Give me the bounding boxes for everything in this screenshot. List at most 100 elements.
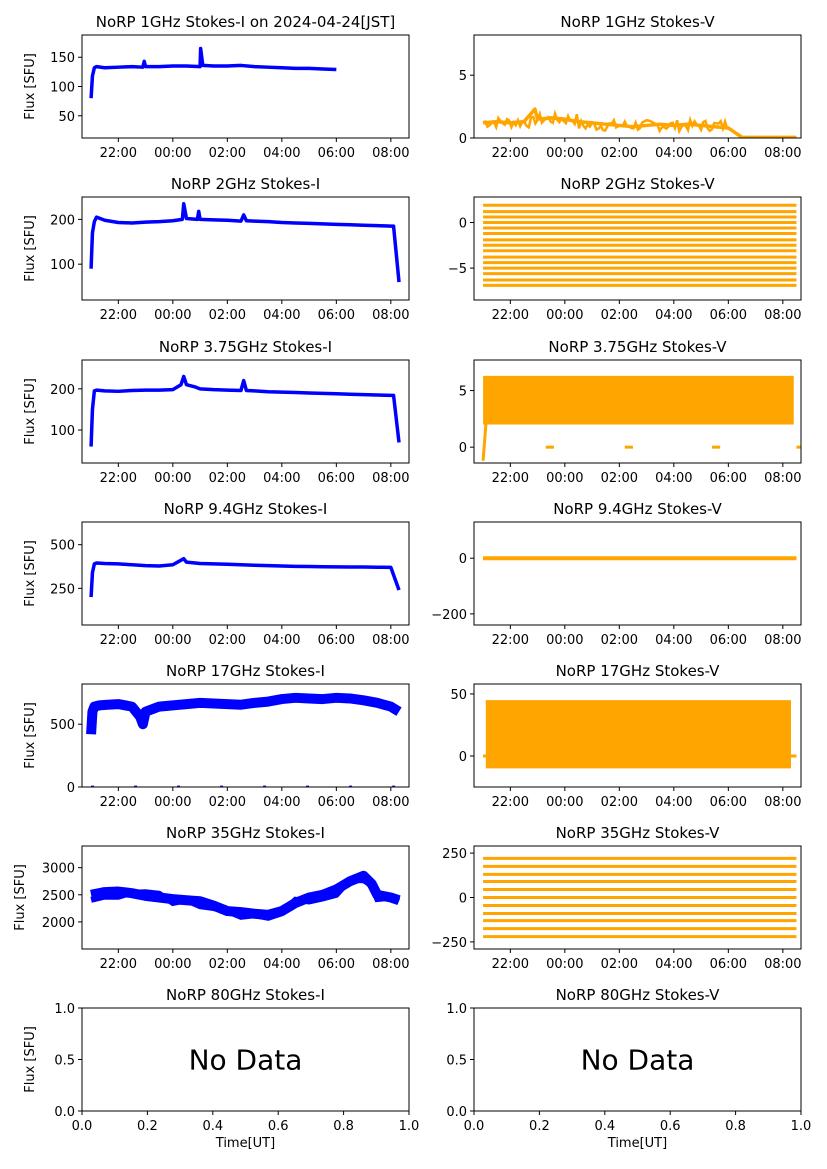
y-tick-label: 0 [459, 892, 467, 907]
x-tick-label: 22:00 [100, 471, 137, 486]
x-tick-label: 02:00 [209, 146, 246, 161]
panel-80-V: 0.0 0.2 0.4 0.6 0.8 1.0 0.0 0.5 1.0 NoRP 80GHz St… [446, 986, 811, 1151]
panel-35-V: 22:00 00:00 02:00 04:00 06:00 08:00 −250 0 250 No… [431, 824, 801, 972]
panel-3.75-I: 22:00 00:00 02:00 04:00 06:00 08:00 100 200 NoRP… [23, 338, 410, 486]
noise-trace [90, 876, 401, 921]
x-tick-label: 04:00 [655, 957, 692, 972]
y-tick-label: 500 [50, 718, 75, 733]
x-tick-label: 06:00 [710, 146, 747, 161]
x-tick-label: 22:00 [492, 471, 529, 486]
y-tick-label: 150 [50, 51, 75, 66]
panel-title: NoRP 1GHz Stokes-V [560, 13, 715, 31]
series-line [89, 374, 401, 447]
y-tick-label: 200 [50, 213, 75, 228]
x-tick-label: 0.4 [202, 1119, 223, 1134]
x-tick-label: 04:00 [263, 633, 300, 648]
plot-area [89, 556, 401, 598]
x-tick-label: 22:00 [100, 957, 137, 972]
panel-17-I: 22:00 00:00 02:00 04:00 06:00 08:00 0 500 NoRP 1… [23, 662, 410, 810]
plot-area [89, 46, 337, 99]
x-tick-label: 0.0 [464, 1119, 485, 1134]
x-tick-label: 00:00 [546, 957, 583, 972]
x-tick-label: 08:00 [764, 633, 801, 648]
y-axis-label: Flux [SFU] [13, 864, 28, 931]
y-tick-label: 5 [459, 69, 467, 84]
y-tick-label: 5 [459, 385, 467, 400]
x-tick-label: 06:00 [710, 795, 747, 810]
x-tick-label: 06:00 [318, 308, 355, 323]
no-data-annotation: No Data [581, 1044, 695, 1077]
panel-title: NoRP 17GHz Stokes-V [556, 662, 721, 680]
y-tick-label: −200 [431, 608, 467, 623]
x-tick-label: 02:00 [601, 957, 638, 972]
plot-area [86, 692, 405, 787]
plot-area [483, 203, 797, 287]
x-tick-label: 08:00 [764, 795, 801, 810]
x-tick-label: 06:00 [318, 957, 355, 972]
panel-title: NoRP 2GHz Stokes-I [171, 175, 320, 193]
x-tick-label: 04:00 [655, 795, 692, 810]
x-tick-label: 06:00 [710, 308, 747, 323]
x-tick-label: 04:00 [655, 146, 692, 161]
panel-2-I: 22:00 00:00 02:00 04:00 06:00 08:00 100 200 NoRP… [23, 175, 410, 323]
x-tick-label: 02:00 [209, 308, 246, 323]
x-tick-label: 0.2 [137, 1119, 158, 1134]
y-tick-label: 0.5 [446, 1054, 467, 1069]
panel-title: NoRP 2GHz Stokes-V [560, 175, 715, 193]
y-tick-label: 250 [442, 847, 467, 862]
y-axis-label: Flux [SFU] [23, 378, 38, 445]
plot-area [483, 856, 797, 939]
axes-frame [473, 521, 802, 626]
panel-title: NoRP 80GHz Stokes-I [166, 986, 325, 1004]
y-axis-label: Flux [SFU] [23, 215, 38, 282]
x-tick-label: 06:00 [318, 795, 355, 810]
x-tick-label: 22:00 [492, 795, 529, 810]
x-tick-label: 04:00 [263, 308, 300, 323]
x-tick-label: 00:00 [546, 633, 583, 648]
panel-title: NoRP 17GHz Stokes-I [166, 662, 325, 680]
x-tick-label: 06:00 [710, 471, 747, 486]
x-tick-label: 00:00 [154, 146, 191, 161]
x-tick-label: 02:00 [601, 795, 638, 810]
plot-area [483, 700, 797, 769]
x-tick-label: 04:00 [263, 957, 300, 972]
y-axis-label: Flux [SFU] [23, 702, 38, 769]
x-tick-label: 04:00 [655, 633, 692, 648]
onset-mark [481, 407, 489, 461]
panel-3.75-V: 22:00 00:00 02:00 04:00 06:00 08:00 0 5 NoRP 3.7… [459, 338, 802, 486]
noise-band [485, 700, 792, 769]
axes-frame [81, 683, 410, 788]
x-tick-label: 02:00 [601, 471, 638, 486]
no-data-annotation: No Data [189, 1044, 303, 1077]
panel-9.4-V: 22:00 00:00 02:00 04:00 06:00 08:00 −200 0 NoRP … [431, 500, 801, 648]
y-tick-label: 1.0 [54, 1002, 75, 1017]
x-tick-label: 06:00 [318, 471, 355, 486]
y-tick-label: −5 [448, 262, 467, 277]
y-tick-label: 0 [459, 217, 467, 232]
panel-9.4-I: 22:00 00:00 02:00 04:00 06:00 08:00 250 500 NoRP… [23, 500, 410, 648]
x-tick-label: 22:00 [100, 146, 137, 161]
noise-band [483, 375, 794, 425]
y-tick-label: 0.0 [54, 1105, 75, 1120]
panel-80-I: 0.0 0.2 0.4 0.6 0.8 1.0 0.0 0.5 1.0 NoRP 80GHz St… [23, 986, 419, 1151]
x-tick-label: 04:00 [263, 795, 300, 810]
plot-area [481, 375, 801, 461]
x-tick-label: 0.8 [333, 1119, 354, 1134]
x-tick-label: 02:00 [209, 957, 246, 972]
x-tick-label: 08:00 [372, 633, 409, 648]
x-tick-label: 04:00 [263, 471, 300, 486]
axes-frame [473, 34, 802, 139]
axes-frame [81, 521, 410, 626]
x-tick-label: 06:00 [318, 633, 355, 648]
x-tick-label: 22:00 [100, 633, 137, 648]
y-tick-label: 0 [459, 552, 467, 567]
y-tick-label: 200 [50, 383, 75, 398]
x-tick-label: 00:00 [546, 795, 583, 810]
axes-frame [81, 34, 410, 139]
x-tick-label: 02:00 [209, 471, 246, 486]
x-tick-label: 08:00 [372, 795, 409, 810]
x-tick-label: 02:00 [601, 146, 638, 161]
x-tick-label: 0.2 [529, 1119, 550, 1134]
x-tick-label: 00:00 [154, 795, 191, 810]
y-tick-label: 0.5 [54, 1054, 75, 1069]
